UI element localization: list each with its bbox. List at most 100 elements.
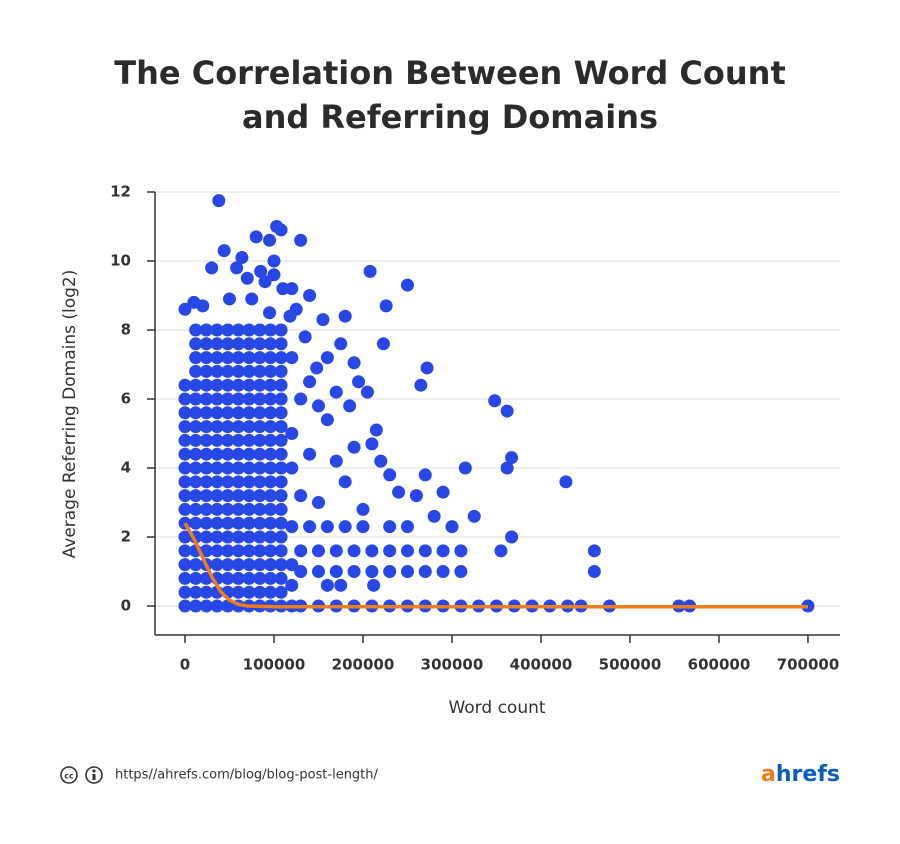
point <box>253 544 267 558</box>
point <box>263 571 277 585</box>
point <box>347 544 361 558</box>
point <box>221 475 235 489</box>
point <box>210 489 224 503</box>
point <box>263 323 277 337</box>
point <box>379 299 393 313</box>
point <box>467 509 481 523</box>
point <box>347 356 361 370</box>
point <box>242 530 256 544</box>
y-tick-label: 4 <box>121 459 131 477</box>
license-icons: cc <box>60 766 103 784</box>
point <box>500 461 514 475</box>
y-tick-label: 0 <box>121 597 131 615</box>
point <box>199 530 213 544</box>
point <box>376 337 390 351</box>
point <box>199 475 213 489</box>
point <box>263 378 277 392</box>
point <box>231 516 245 530</box>
point <box>274 558 288 572</box>
point <box>221 337 235 351</box>
point <box>217 244 231 258</box>
point <box>253 571 267 585</box>
point <box>329 544 343 558</box>
point <box>414 378 428 392</box>
point <box>242 502 256 516</box>
point <box>221 433 235 447</box>
point <box>263 351 277 365</box>
point <box>329 454 343 468</box>
point <box>231 392 245 406</box>
source-url: https//ahrefs.com/blog/blog-post-length/ <box>115 768 379 783</box>
point <box>274 502 288 516</box>
point <box>189 502 203 516</box>
logo-rest: hrefs <box>776 762 840 787</box>
point <box>221 489 235 503</box>
point <box>367 578 381 592</box>
x-tick-label: 700000 <box>777 656 840 674</box>
point <box>199 433 213 447</box>
point <box>221 351 235 365</box>
point <box>231 461 245 475</box>
point <box>221 406 235 420</box>
point <box>199 461 213 475</box>
point <box>189 585 203 599</box>
point <box>221 323 235 337</box>
point <box>199 392 213 406</box>
point <box>418 565 432 579</box>
point <box>263 406 277 420</box>
point <box>230 261 244 275</box>
point <box>294 565 308 579</box>
point <box>274 544 288 558</box>
point <box>294 489 308 503</box>
point <box>231 571 245 585</box>
point <box>189 571 203 585</box>
point <box>178 392 192 406</box>
point <box>189 489 203 503</box>
point <box>369 423 383 437</box>
point <box>221 502 235 516</box>
point <box>189 433 203 447</box>
y-tick-label: 10 <box>110 252 131 270</box>
point <box>253 558 267 572</box>
point <box>458 461 472 475</box>
point <box>178 544 192 558</box>
point <box>222 292 236 306</box>
point <box>199 364 213 378</box>
point <box>189 516 203 530</box>
point <box>274 392 288 406</box>
point <box>274 364 288 378</box>
point <box>210 420 224 434</box>
point <box>303 375 317 389</box>
point <box>274 378 288 392</box>
point <box>199 585 213 599</box>
point <box>274 489 288 503</box>
point <box>329 565 343 579</box>
point <box>242 364 256 378</box>
point <box>189 392 203 406</box>
point <box>253 433 267 447</box>
point <box>221 392 235 406</box>
point <box>285 520 299 534</box>
point <box>274 406 288 420</box>
y-axis-title: Average Referring Domains (log2) <box>60 270 80 559</box>
point <box>178 302 192 316</box>
point <box>253 502 267 516</box>
point <box>360 385 374 399</box>
point <box>199 351 213 365</box>
point <box>311 544 325 558</box>
point <box>263 433 277 447</box>
point <box>242 420 256 434</box>
point <box>199 323 213 337</box>
point <box>253 489 267 503</box>
svg-text:cc: cc <box>64 772 74 781</box>
point <box>400 278 414 292</box>
point <box>587 544 601 558</box>
point <box>253 530 267 544</box>
point <box>253 337 267 351</box>
point <box>242 337 256 351</box>
point <box>253 585 267 599</box>
point <box>263 461 277 475</box>
point <box>363 264 377 278</box>
point <box>338 520 352 534</box>
point <box>263 530 277 544</box>
